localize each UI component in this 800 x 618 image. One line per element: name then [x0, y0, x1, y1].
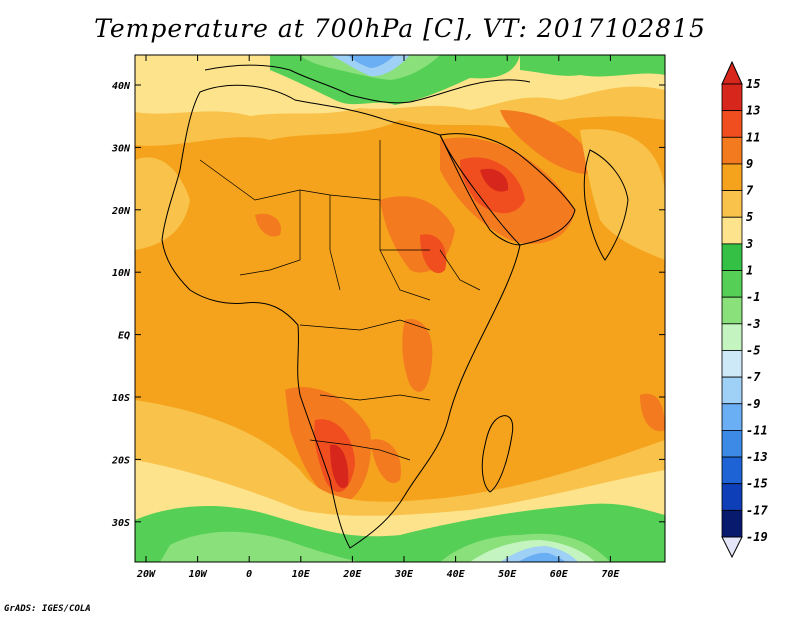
colorbar-label: 15	[746, 77, 760, 91]
longitude-axis: 20W 10W 0 10E 20E 30E 40E 50E 60E 70E	[136, 55, 620, 580]
colorbar-label: -5	[746, 343, 760, 357]
lon-label: 30E	[394, 569, 414, 580]
lon-label: 20W	[136, 569, 156, 580]
colorbar-segment	[721, 483, 743, 511]
map-title: Temperature at 700hPa [C], VT: 201710281…	[94, 14, 706, 43]
colorbar-segment	[721, 110, 743, 138]
colorbar-label: -15	[746, 477, 768, 491]
lon-label: 20E	[342, 569, 362, 580]
colorbar-segment	[721, 323, 743, 351]
lat-label: 10N	[112, 268, 131, 279]
colorbar-label: -19	[746, 530, 768, 544]
colorbar-segment	[721, 216, 743, 245]
colorbar-label: 3	[745, 237, 753, 251]
credit-text: GrADS: IGES/COLA	[4, 604, 91, 614]
colorbar-label: 7	[746, 184, 754, 198]
lon-label: 10E	[292, 569, 311, 580]
colorbar-label: -17	[746, 503, 768, 517]
lon-label: 60E	[550, 569, 569, 580]
map-frame	[134, 54, 666, 563]
colorbar-segment	[721, 296, 743, 325]
lat-label: 40N	[112, 81, 131, 92]
colorbar-label: 5	[746, 210, 753, 224]
lon-label: 70E	[601, 569, 620, 580]
latitude-axis: 40N 30N 20N 10N EQ 10S 20S 30S	[111, 81, 665, 529]
colorbar-label: -13	[746, 450, 768, 464]
colorbar-segment	[721, 83, 743, 112]
lat-label: 30S	[111, 518, 130, 529]
colorbar-label: 11	[746, 130, 760, 144]
lat-label: 30N	[111, 143, 131, 154]
colorbar-label: -7	[746, 370, 761, 384]
colorbar-segment	[721, 163, 743, 191]
colorbar-segment	[721, 136, 743, 165]
colorbar-segment	[721, 376, 743, 405]
colorbar-label: 9	[746, 157, 753, 171]
colorbar-segment	[721, 350, 743, 378]
lon-label: 0	[246, 569, 252, 580]
colorbar-label: -1	[746, 290, 760, 304]
colorbar-segment	[721, 403, 743, 431]
lon-label: 40E	[447, 569, 466, 580]
colorbar-segment	[721, 430, 743, 458]
colorbar-label: -9	[746, 397, 760, 411]
colorbar-label: 13	[746, 104, 760, 118]
lat-label: 10S	[112, 393, 130, 404]
colorbar-label: -11	[746, 423, 768, 437]
colorbar-segment	[721, 190, 743, 218]
colorbar: 15 13 11 9 7 5 3 1 -1 -3 -5 -7 -9 -11 -13 -15 -17 -19	[721, 60, 768, 559]
lat-label: 20N	[111, 206, 131, 217]
lat-label: 20S	[111, 455, 130, 466]
lat-label: EQ	[118, 331, 130, 342]
colorbar-segment	[721, 509, 743, 538]
colorbar-label: -3	[746, 317, 760, 331]
colorbar-label: 1	[746, 264, 753, 278]
lon-label: 10W	[189, 569, 208, 580]
lon-label: 50E	[498, 569, 517, 580]
colorbar-top-arrow	[721, 60, 743, 85]
colorbar-segment	[721, 270, 743, 298]
temperature-field	[135, 55, 665, 562]
colorbar-segment	[721, 243, 743, 271]
colorbar-segment	[721, 456, 743, 485]
colorbar-bottom-arrow	[721, 536, 743, 559]
